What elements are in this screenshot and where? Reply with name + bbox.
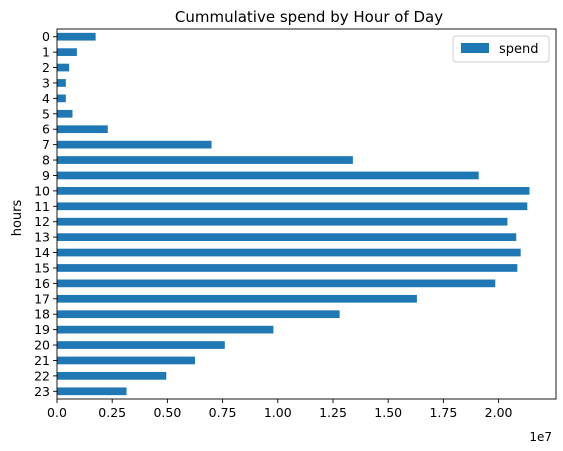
x-axis-offset-label: 1e7 — [529, 430, 552, 444]
ticks-group: 012345678910111213141516171819202122230.… — [34, 29, 512, 420]
y-tick-label: 18 — [34, 307, 50, 322]
y-tick-label: 23 — [34, 384, 50, 399]
bar-hour-10 — [57, 187, 530, 195]
y-tick-label: 7 — [42, 137, 50, 152]
bar-hour-6 — [57, 125, 108, 134]
bar-hour-23 — [57, 387, 127, 396]
y-tick-label: 11 — [34, 199, 50, 214]
bar-hour-4 — [57, 94, 66, 103]
y-tick-label: 4 — [42, 91, 50, 106]
bar-hour-11 — [57, 202, 528, 211]
y-tick-label: 14 — [34, 245, 50, 260]
bar-hour-21 — [57, 356, 195, 365]
y-tick-label: 12 — [34, 214, 50, 229]
bar-hour-2 — [57, 63, 70, 72]
y-tick-label: 13 — [34, 230, 50, 245]
y-tick-label: 9 — [42, 168, 50, 183]
bar-hour-12 — [57, 217, 508, 226]
bar-hour-1 — [57, 48, 77, 56]
y-tick-label: 17 — [34, 291, 50, 306]
y-tick-label: 19 — [34, 322, 50, 337]
bar-hour-9 — [57, 171, 479, 180]
bar-hour-18 — [57, 310, 340, 319]
y-tick-label: 6 — [42, 122, 50, 137]
legend-label: spend — [499, 42, 539, 57]
x-tick-label: 1.00 — [264, 405, 292, 420]
bar-hour-17 — [57, 294, 417, 303]
y-tick-label: 22 — [34, 368, 50, 383]
x-tick-label: 0.50 — [153, 405, 181, 420]
legend: spend — [452, 35, 550, 63]
plot-frame — [56, 28, 557, 400]
y-tick-label: 8 — [42, 153, 50, 168]
y-tick-label: 10 — [34, 183, 50, 198]
y-axis-label: hours — [10, 200, 25, 237]
y-tick-label: 21 — [34, 353, 50, 368]
bar-hour-0 — [57, 32, 96, 41]
legend-swatch — [461, 43, 489, 53]
bar-hour-16 — [57, 279, 496, 288]
bar-hour-3 — [57, 79, 66, 87]
x-tick-label: 0.25 — [98, 405, 126, 420]
x-tick-label: 1.75 — [429, 405, 457, 420]
y-tick-label: 2 — [42, 60, 50, 75]
x-tick-label: 0.0 — [47, 405, 67, 420]
bar-hour-5 — [57, 109, 73, 118]
x-tick-label: 1.50 — [374, 405, 402, 420]
chart-title: Cummulative spend by Hour of Day — [175, 8, 443, 26]
bar-hour-22 — [57, 372, 167, 380]
y-tick-label: 16 — [34, 276, 50, 291]
bar-hour-8 — [57, 156, 353, 164]
bar-hour-14 — [57, 248, 521, 257]
x-tick-label: 1.25 — [319, 405, 347, 420]
legend-box — [452, 35, 550, 63]
y-tick-label: 20 — [34, 338, 50, 353]
bar-hour-7 — [57, 140, 212, 149]
y-tick-label: 3 — [42, 75, 50, 90]
bar-hour-19 — [57, 325, 274, 334]
y-tick-label: 15 — [34, 260, 50, 275]
x-tick-label: 0.75 — [209, 405, 237, 420]
bar-hour-20 — [57, 341, 225, 349]
bar-hour-13 — [57, 233, 517, 241]
x-tick-label: 2.00 — [485, 405, 513, 420]
bars-group — [57, 32, 530, 396]
y-tick-label: 5 — [42, 106, 50, 121]
bar-hour-15 — [57, 264, 518, 272]
y-tick-label: 1 — [42, 45, 50, 60]
y-tick-label: 0 — [42, 29, 50, 44]
